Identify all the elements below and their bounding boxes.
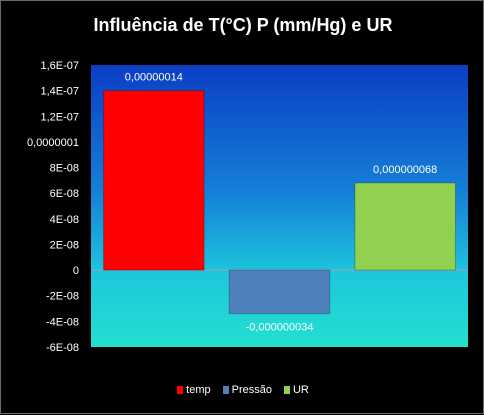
legend-item: temp bbox=[177, 384, 211, 396]
data-label: 0,00000014 bbox=[125, 72, 183, 84]
legend-swatch bbox=[222, 386, 229, 394]
y-tick-label: -4E-08 bbox=[46, 316, 79, 328]
bar-ur bbox=[354, 182, 456, 271]
legend-swatch bbox=[177, 386, 184, 394]
y-tick-label: 0 bbox=[73, 265, 79, 277]
legend: temp Pressão UR bbox=[1, 384, 484, 396]
legend-label: Pressão bbox=[231, 384, 272, 396]
data-label: -0,000000034 bbox=[246, 322, 314, 334]
bar-press-o bbox=[228, 269, 331, 315]
legend-item: Pressão bbox=[222, 384, 272, 396]
legend-swatch bbox=[283, 386, 290, 394]
y-tick-label: 4E-08 bbox=[50, 214, 79, 226]
legend-label: temp bbox=[186, 384, 211, 396]
y-tick-label: -2E-08 bbox=[46, 291, 79, 303]
legend-label: UR bbox=[292, 384, 309, 396]
legend-item: UR bbox=[283, 384, 309, 396]
y-tick-label: 1,6E-07 bbox=[40, 60, 79, 72]
bar-temp bbox=[103, 90, 205, 271]
y-tick-label: 6E-08 bbox=[50, 188, 79, 200]
y-tick-label: 1,4E-07 bbox=[40, 86, 79, 98]
y-tick-label: -6E-08 bbox=[46, 342, 79, 354]
y-tick-label: 1,2E-07 bbox=[40, 111, 79, 123]
y-tick-label: 8E-08 bbox=[50, 163, 79, 175]
data-label: 0,000000068 bbox=[373, 164, 437, 176]
chart-title: Influência de T(°C) P (mm/Hg) e UR bbox=[93, 15, 393, 35]
y-tick-label: 2E-08 bbox=[50, 239, 79, 251]
y-tick-label: 0,0000001 bbox=[27, 137, 79, 149]
